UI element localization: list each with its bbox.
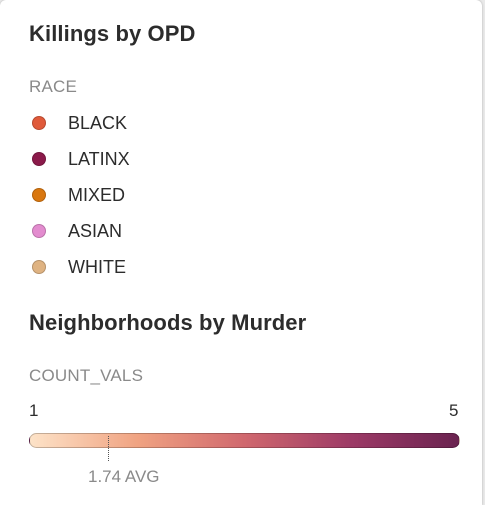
legend-item-label: WHITE bbox=[68, 257, 126, 277]
legend-item-label: ASIAN bbox=[68, 221, 123, 241]
color-ramp-bar bbox=[29, 433, 460, 448]
mixed-color-swatch bbox=[32, 188, 46, 202]
asian-color-swatch bbox=[32, 224, 46, 238]
race-field-label: RACE bbox=[29, 77, 78, 96]
latinx-color-swatch bbox=[32, 152, 46, 166]
legend-item-white: WHITE bbox=[29, 255, 126, 279]
legend-item-label: MIXED bbox=[68, 185, 126, 205]
average-marker bbox=[108, 436, 109, 461]
killings-legend-title: Killings by OPD bbox=[29, 21, 196, 46]
count-vals-field-label: COUNT_VALS bbox=[29, 366, 144, 385]
black-color-swatch bbox=[32, 116, 46, 130]
legend-item-label: LATINX bbox=[68, 149, 130, 169]
legend-item-label: BLACK bbox=[68, 113, 128, 133]
range-max-label: 5 bbox=[449, 401, 459, 420]
range-min-label: 1 bbox=[29, 401, 39, 420]
white-color-swatch bbox=[32, 260, 46, 274]
average-label: 1.74 AVG bbox=[88, 467, 160, 486]
legend-item-latinx: LATINX bbox=[29, 147, 130, 171]
legend-item-asian: ASIAN bbox=[29, 219, 122, 243]
legend-item-mixed: MIXED bbox=[29, 183, 125, 207]
neighborhoods-legend-title: Neighborhoods by Murder bbox=[29, 310, 307, 335]
legend-item-black: BLACK bbox=[29, 111, 127, 135]
